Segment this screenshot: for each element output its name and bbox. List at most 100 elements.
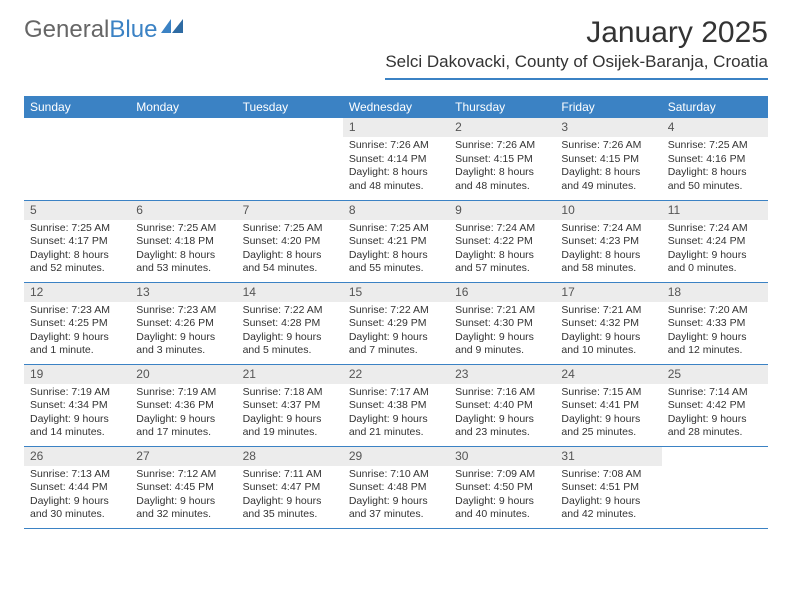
- day-number: 8: [343, 201, 449, 220]
- day-content: Sunrise: 7:25 AMSunset: 4:16 PMDaylight:…: [662, 137, 768, 197]
- calendar-cell: 28Sunrise: 7:11 AMSunset: 4:47 PMDayligh…: [237, 446, 343, 528]
- day-number: 30: [449, 447, 555, 466]
- day-number: 16: [449, 283, 555, 302]
- daylight-text: Daylight: 9 hours: [561, 413, 655, 426]
- day-content: Sunrise: 7:08 AMSunset: 4:51 PMDaylight:…: [555, 466, 661, 526]
- sunset-text: Sunset: 4:33 PM: [668, 317, 762, 330]
- calendar-cell: 16Sunrise: 7:21 AMSunset: 4:30 PMDayligh…: [449, 282, 555, 364]
- sunrise-text: Sunrise: 7:25 AM: [136, 222, 230, 235]
- daylight-text: Daylight: 8 hours: [243, 249, 337, 262]
- sunrise-text: Sunrise: 7:15 AM: [561, 386, 655, 399]
- day-number: 4: [662, 118, 768, 137]
- weekday-header: Saturday: [662, 96, 768, 118]
- calendar-week-row: 26Sunrise: 7:13 AMSunset: 4:44 PMDayligh…: [24, 446, 768, 528]
- sunset-text: Sunset: 4:36 PM: [136, 399, 230, 412]
- weekday-header-row: SundayMondayTuesdayWednesdayThursdayFrid…: [24, 96, 768, 118]
- day-content: Sunrise: 7:26 AMSunset: 4:15 PMDaylight:…: [449, 137, 555, 197]
- day-number: 12: [24, 283, 130, 302]
- header: GeneralBlue January 2025 Selci Dakovacki…: [0, 0, 792, 88]
- sunrise-text: Sunrise: 7:14 AM: [668, 386, 762, 399]
- daylight-text: Daylight: 8 hours: [349, 166, 443, 179]
- sunrise-text: Sunrise: 7:18 AM: [243, 386, 337, 399]
- sunrise-text: Sunrise: 7:13 AM: [30, 468, 124, 481]
- calendar-cell: 25Sunrise: 7:14 AMSunset: 4:42 PMDayligh…: [662, 364, 768, 446]
- daylight-text: Daylight: 8 hours: [455, 166, 549, 179]
- sunrise-text: Sunrise: 7:23 AM: [136, 304, 230, 317]
- day-content: Sunrise: 7:15 AMSunset: 4:41 PMDaylight:…: [555, 384, 661, 444]
- sunrise-text: Sunrise: 7:25 AM: [668, 139, 762, 152]
- day-number: 7: [237, 201, 343, 220]
- daylight-text: Daylight: 9 hours: [455, 413, 549, 426]
- day-content: Sunrise: 7:21 AMSunset: 4:32 PMDaylight:…: [555, 302, 661, 362]
- sunset-text: Sunset: 4:44 PM: [30, 481, 124, 494]
- daylight-text: and 5 minutes.: [243, 344, 337, 357]
- weekday-header: Monday: [130, 96, 236, 118]
- sunrise-text: Sunrise: 7:17 AM: [349, 386, 443, 399]
- sunrise-text: Sunrise: 7:24 AM: [668, 222, 762, 235]
- day-content: Sunrise: 7:22 AMSunset: 4:28 PMDaylight:…: [237, 302, 343, 362]
- logo-text-2: Blue: [109, 16, 157, 44]
- sunset-text: Sunset: 4:34 PM: [30, 399, 124, 412]
- daylight-text: and 35 minutes.: [243, 508, 337, 521]
- day-number: 18: [662, 283, 768, 302]
- calendar-cell: 12Sunrise: 7:23 AMSunset: 4:25 PMDayligh…: [24, 282, 130, 364]
- sunrise-text: Sunrise: 7:25 AM: [243, 222, 337, 235]
- calendar-cell: [24, 118, 130, 200]
- sunrise-text: Sunrise: 7:24 AM: [455, 222, 549, 235]
- daylight-text: and 10 minutes.: [561, 344, 655, 357]
- sunrise-text: Sunrise: 7:26 AM: [561, 139, 655, 152]
- sunset-text: Sunset: 4:28 PM: [243, 317, 337, 330]
- daylight-text: and 32 minutes.: [136, 508, 230, 521]
- day-content: Sunrise: 7:26 AMSunset: 4:14 PMDaylight:…: [343, 137, 449, 197]
- day-number: 27: [130, 447, 236, 466]
- flag-icon: [161, 16, 183, 44]
- sunset-text: Sunset: 4:18 PM: [136, 235, 230, 248]
- sunrise-text: Sunrise: 7:21 AM: [561, 304, 655, 317]
- day-number: 28: [237, 447, 343, 466]
- day-content: Sunrise: 7:13 AMSunset: 4:44 PMDaylight:…: [24, 466, 130, 526]
- day-number: 19: [24, 365, 130, 384]
- daylight-text: and 23 minutes.: [455, 426, 549, 439]
- daylight-text: Daylight: 8 hours: [349, 249, 443, 262]
- calendar-week-row: 19Sunrise: 7:19 AMSunset: 4:34 PMDayligh…: [24, 364, 768, 446]
- sunrise-text: Sunrise: 7:26 AM: [455, 139, 549, 152]
- daylight-text: Daylight: 8 hours: [561, 249, 655, 262]
- day-number: 9: [449, 201, 555, 220]
- calendar-cell: 13Sunrise: 7:23 AMSunset: 4:26 PMDayligh…: [130, 282, 236, 364]
- day-number: 14: [237, 283, 343, 302]
- day-number: 1: [343, 118, 449, 137]
- day-content: Sunrise: 7:24 AMSunset: 4:22 PMDaylight:…: [449, 220, 555, 280]
- sunset-text: Sunset: 4:45 PM: [136, 481, 230, 494]
- daylight-text: and 48 minutes.: [349, 180, 443, 193]
- sunrise-text: Sunrise: 7:16 AM: [455, 386, 549, 399]
- weekday-header: Sunday: [24, 96, 130, 118]
- day-number: 29: [343, 447, 449, 466]
- day-content: Sunrise: 7:19 AMSunset: 4:36 PMDaylight:…: [130, 384, 236, 444]
- sunrise-text: Sunrise: 7:10 AM: [349, 468, 443, 481]
- sunset-text: Sunset: 4:40 PM: [455, 399, 549, 412]
- calendar-week-row: 12Sunrise: 7:23 AMSunset: 4:25 PMDayligh…: [24, 282, 768, 364]
- calendar-cell: 9Sunrise: 7:24 AMSunset: 4:22 PMDaylight…: [449, 200, 555, 282]
- day-content: Sunrise: 7:11 AMSunset: 4:47 PMDaylight:…: [237, 466, 343, 526]
- sunset-text: Sunset: 4:50 PM: [455, 481, 549, 494]
- daylight-text: and 3 minutes.: [136, 344, 230, 357]
- day-number: 5: [24, 201, 130, 220]
- calendar-cell: 15Sunrise: 7:22 AMSunset: 4:29 PMDayligh…: [343, 282, 449, 364]
- sunset-text: Sunset: 4:29 PM: [349, 317, 443, 330]
- day-content: Sunrise: 7:24 AMSunset: 4:23 PMDaylight:…: [555, 220, 661, 280]
- daylight-text: Daylight: 9 hours: [30, 495, 124, 508]
- sunrise-text: Sunrise: 7:25 AM: [30, 222, 124, 235]
- daylight-text: and 19 minutes.: [243, 426, 337, 439]
- sunset-text: Sunset: 4:25 PM: [30, 317, 124, 330]
- day-number: 31: [555, 447, 661, 466]
- daylight-text: Daylight: 9 hours: [668, 331, 762, 344]
- daylight-text: Daylight: 9 hours: [30, 331, 124, 344]
- day-number: 11: [662, 201, 768, 220]
- day-content: Sunrise: 7:25 AMSunset: 4:21 PMDaylight:…: [343, 220, 449, 280]
- daylight-text: Daylight: 9 hours: [349, 331, 443, 344]
- calendar-cell: 30Sunrise: 7:09 AMSunset: 4:50 PMDayligh…: [449, 446, 555, 528]
- sunrise-text: Sunrise: 7:26 AM: [349, 139, 443, 152]
- daylight-text: Daylight: 9 hours: [349, 495, 443, 508]
- daylight-text: and 12 minutes.: [668, 344, 762, 357]
- day-number: 24: [555, 365, 661, 384]
